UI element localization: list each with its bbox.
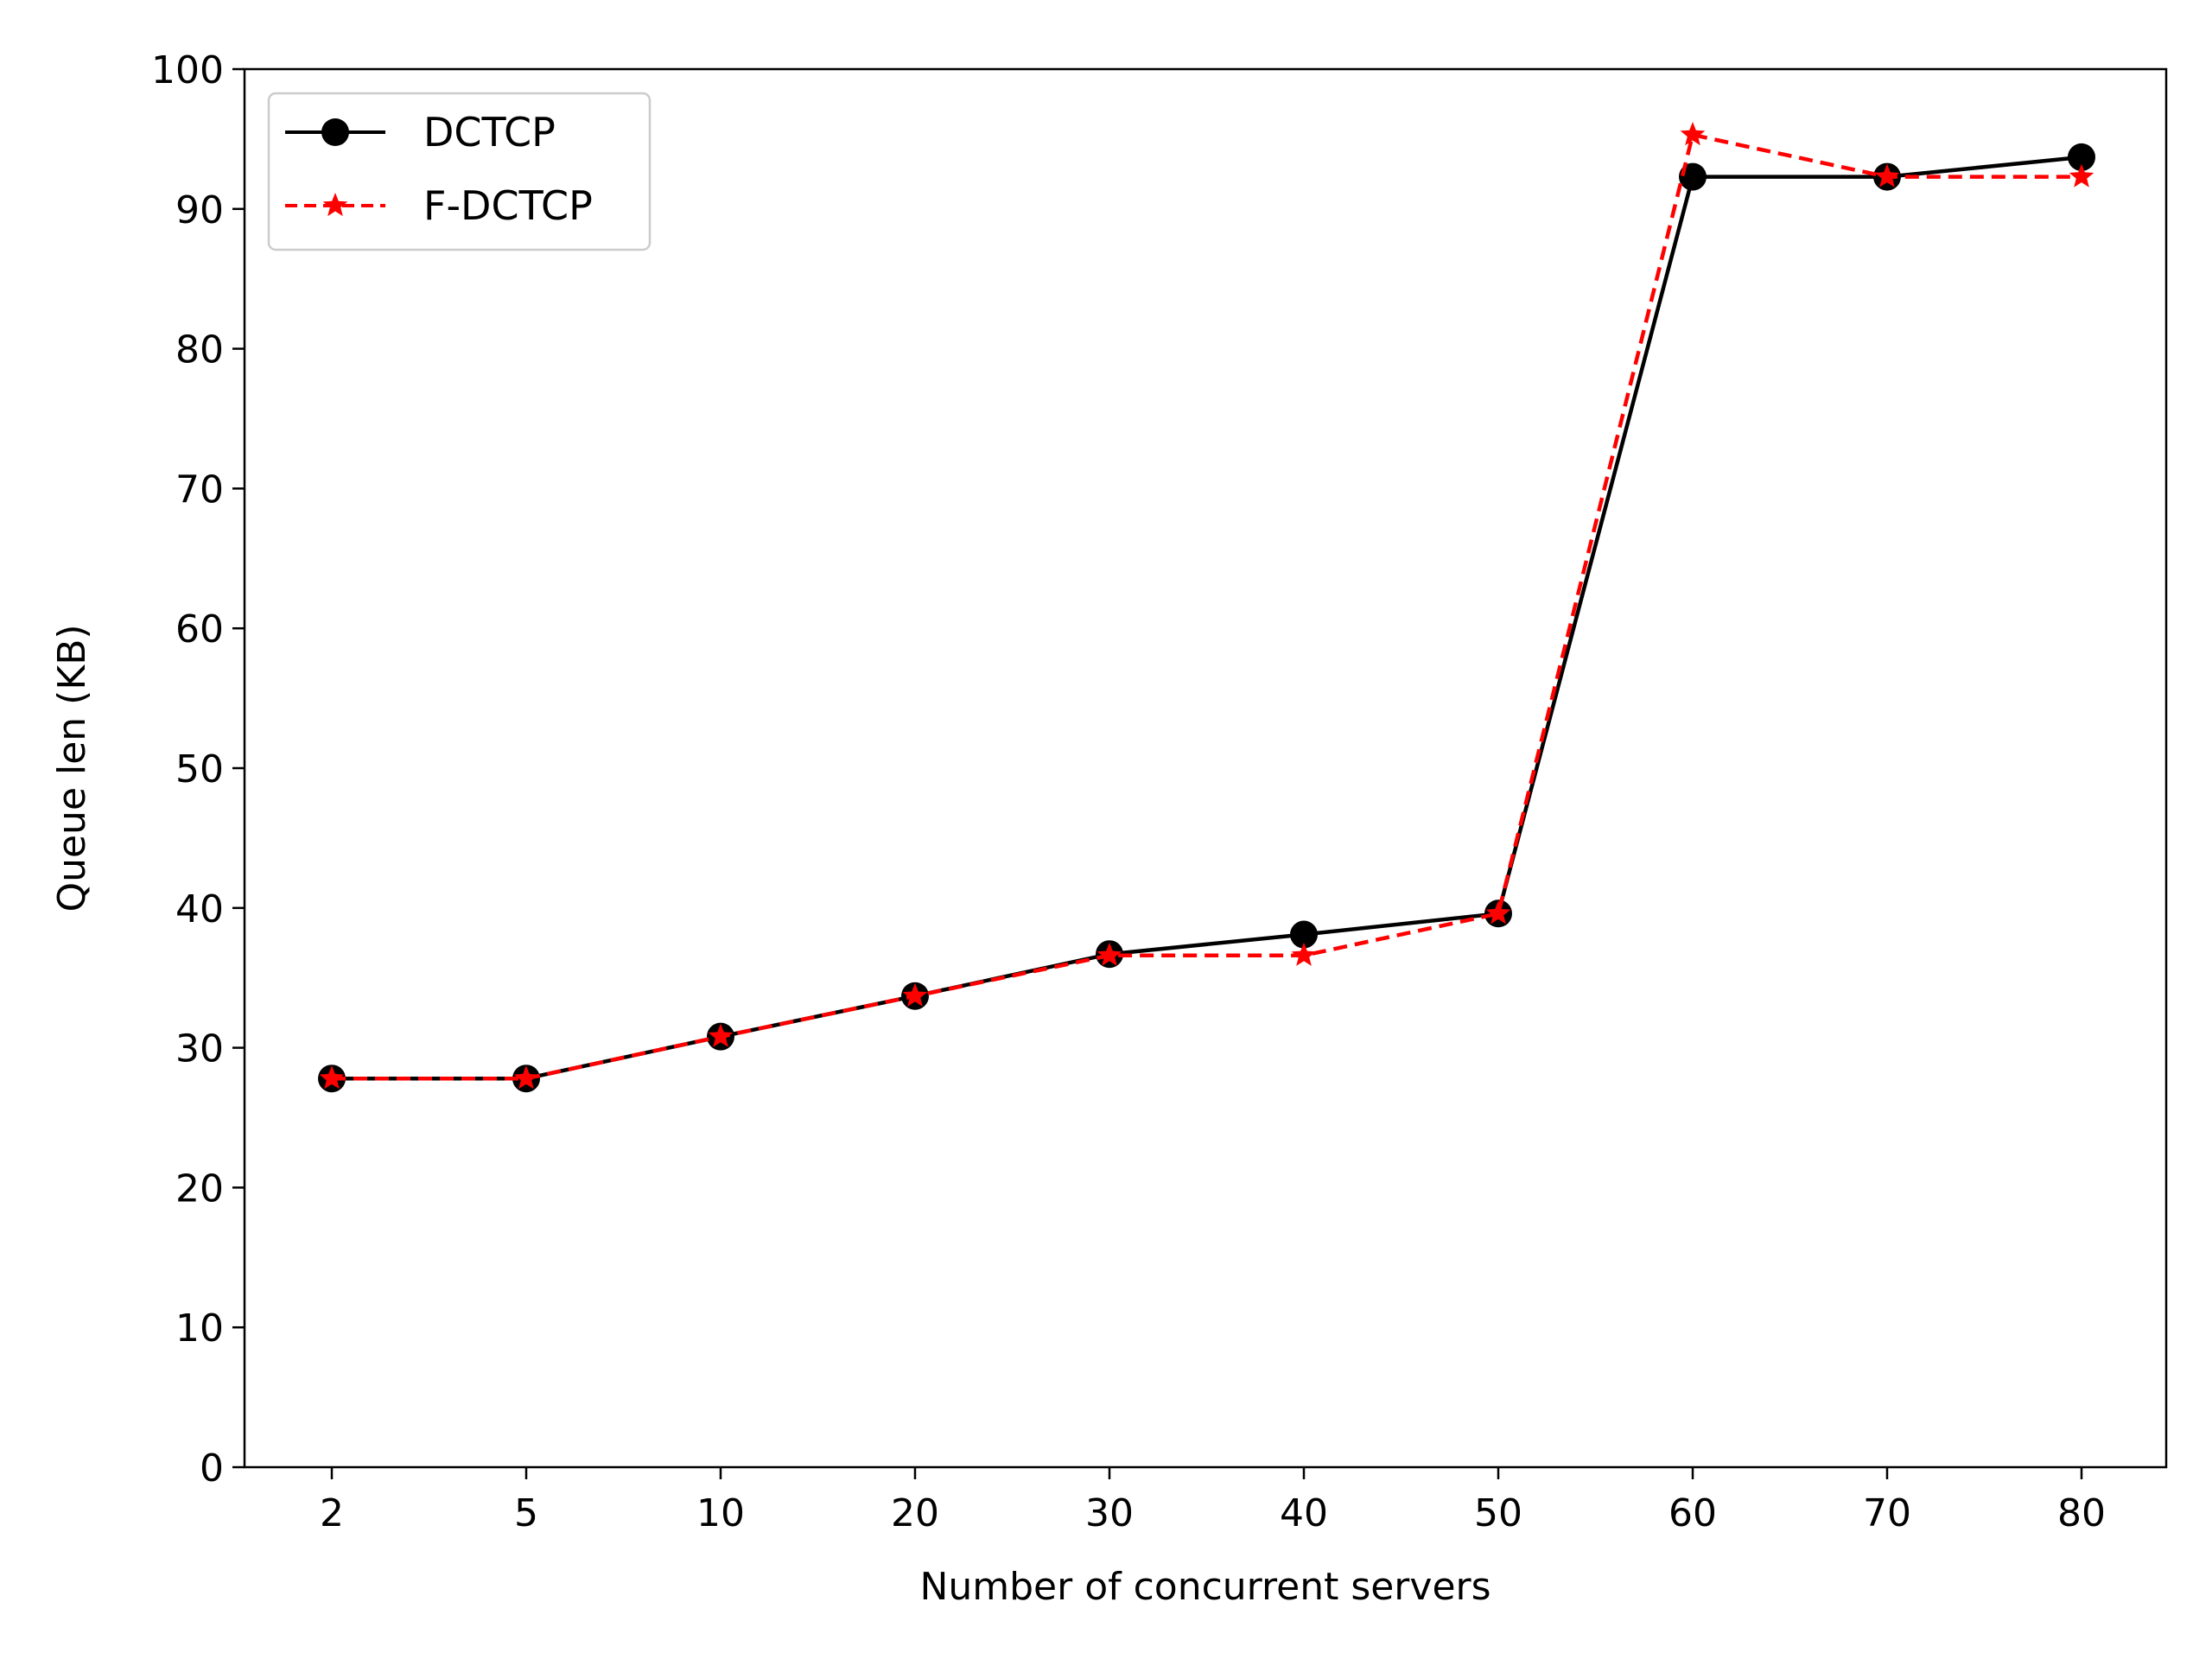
data-point-f-dctcp	[1485, 900, 1511, 925]
data-point-f-dctcp	[2069, 163, 2094, 188]
x-tick-label: 10	[696, 1491, 745, 1535]
y-tick-label: 80	[175, 328, 224, 372]
x-tick-label: 5	[514, 1491, 538, 1535]
y-tick-label: 0	[200, 1446, 224, 1491]
y-tick-label: 20	[175, 1166, 224, 1211]
y-tick-label: 90	[175, 188, 224, 232]
plot-series	[318, 122, 2095, 1093]
x-tick-label: 50	[1474, 1491, 1522, 1535]
x-axis: 2 5 10 20 30 40 50 60 70 80	[320, 1467, 2106, 1535]
legend: DCTCP F-DCTCP	[267, 92, 652, 251]
x-tick-label: 30	[1085, 1491, 1134, 1535]
data-point-f-dctcp	[1874, 163, 1900, 188]
legend-label-f-dctcp: F-DCTCP	[423, 182, 593, 229]
legend-label-dctcp: DCTCP	[423, 109, 556, 156]
data-point-f-dctcp	[1096, 942, 1122, 966]
y-axis-label: Queue len (KB)	[50, 624, 94, 912]
data-point-f-dctcp	[1680, 122, 1706, 146]
x-axis-label: Number of concurrent servers	[919, 1565, 1491, 1609]
x-tick-label: 60	[1669, 1491, 1717, 1535]
legend-marker-dctcp	[321, 118, 349, 146]
data-point-dctcp	[1290, 920, 1318, 949]
data-point-f-dctcp	[1291, 942, 1317, 966]
y-tick-label: 100	[151, 48, 224, 92]
y-tick-label: 60	[175, 607, 224, 652]
y-axis: 0 10 20 30 40 50 60 70 80 90 100	[151, 48, 245, 1491]
x-tick-label: 40	[1280, 1491, 1328, 1535]
y-tick-label: 50	[175, 747, 224, 791]
legend-marker-f-dctcp	[322, 193, 348, 217]
y-tick-label: 30	[175, 1027, 224, 1071]
x-tick-label: 2	[320, 1491, 344, 1535]
plot-frame	[243, 67, 2168, 1469]
data-point-f-dctcp	[708, 1023, 734, 1047]
x-tick-label: 80	[2057, 1491, 2106, 1535]
data-point-f-dctcp	[902, 982, 928, 1007]
y-tick-label: 70	[175, 467, 224, 512]
data-point-f-dctcp	[513, 1065, 539, 1090]
y-tick-label: 40	[175, 887, 224, 931]
y-tick-label: 10	[175, 1306, 224, 1351]
series-line-f-dctcp	[332, 132, 2082, 1081]
data-point-dctcp	[2068, 143, 2095, 171]
x-tick-label: 70	[1863, 1491, 1911, 1535]
data-point-f-dctcp	[319, 1065, 345, 1090]
x-tick-label: 20	[891, 1491, 939, 1535]
